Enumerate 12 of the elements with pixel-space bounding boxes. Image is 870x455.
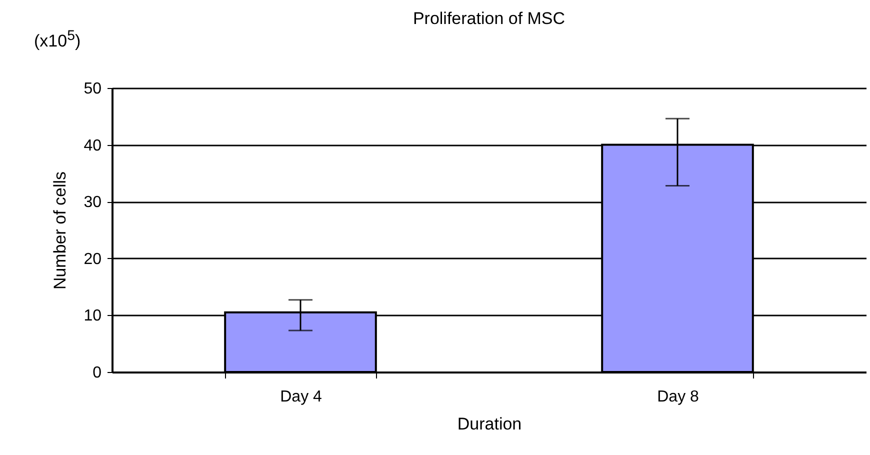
- y-tick-label: 20: [84, 250, 102, 268]
- y-tick-label: 50: [84, 80, 102, 98]
- x-axis-title: Duration: [457, 414, 522, 434]
- chart-title: Proliferation of MSC: [412, 9, 566, 28]
- y-tick-label: 30: [84, 194, 102, 212]
- y-tick-label: 10: [84, 308, 102, 325]
- y-tick-label: 40: [84, 137, 102, 154]
- x-tick-label: Day 8: [657, 388, 699, 406]
- y-axis-title: Number of cells: [50, 171, 70, 290]
- text: (x10$^{5}$): [34, 28, 81, 52]
- x-tick-label: Day 4: [280, 388, 322, 406]
- y-tick-label: 0: [92, 364, 102, 382]
